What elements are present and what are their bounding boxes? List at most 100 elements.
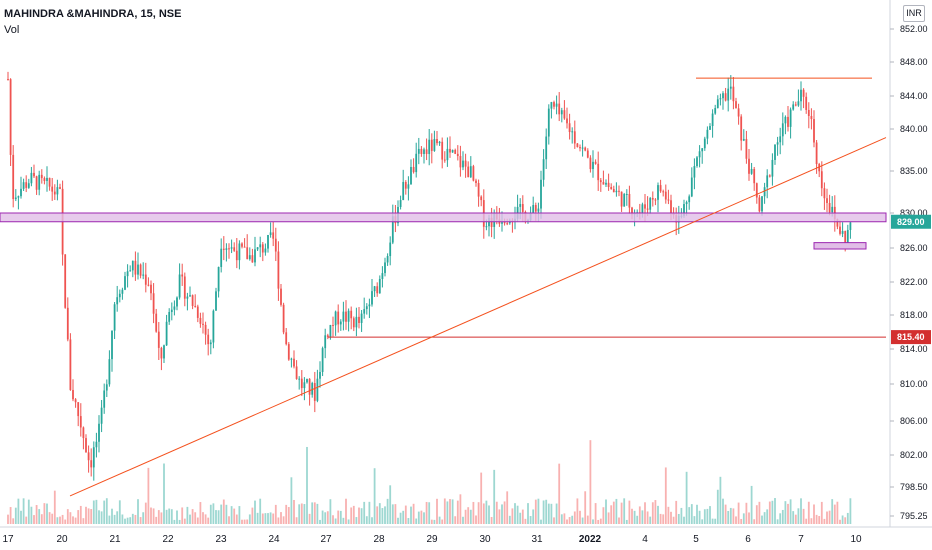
volume-bar [810, 518, 813, 524]
volume-bar [118, 500, 121, 524]
volume-bar [48, 512, 51, 524]
volume-bar [836, 501, 839, 524]
candle-body [111, 330, 113, 360]
candle-body [589, 157, 592, 170]
volume-bar [651, 502, 654, 524]
volume-bar [334, 518, 337, 524]
volume-bar [693, 516, 696, 524]
candle-body [25, 182, 28, 188]
volume-bar [568, 517, 571, 524]
candle-body [324, 335, 327, 349]
candle-body [332, 324, 334, 326]
candle-body [727, 88, 730, 101]
candle-body [748, 158, 750, 174]
candle-body [781, 123, 784, 137]
candle-body [602, 182, 605, 185]
volume-bar [98, 510, 100, 524]
y-tick-label: 795.25 [900, 511, 928, 521]
volume-bar [352, 505, 355, 524]
candle-body [389, 242, 392, 257]
candle-body [841, 231, 844, 234]
volume-bar [571, 515, 574, 524]
candle-body [264, 248, 267, 253]
volume-bar [454, 516, 457, 524]
volume-bar [612, 501, 615, 524]
candle-body [839, 226, 841, 234]
small-zone [813, 242, 867, 250]
candle-body [745, 138, 748, 159]
volume-bar [781, 509, 784, 524]
candle-body [233, 247, 236, 251]
volume-bar [87, 508, 90, 524]
volume-bar [35, 505, 38, 524]
volume-bar [797, 508, 800, 524]
candle-body [43, 178, 46, 181]
candle-body [436, 139, 438, 144]
candle-body [503, 222, 506, 224]
volume-bar [280, 512, 282, 524]
volume-bar [384, 506, 386, 524]
volume-bar [134, 514, 137, 524]
volume-bar [22, 498, 25, 524]
volume-bar [602, 507, 605, 524]
volume-bar [495, 501, 498, 524]
volume-bar [282, 516, 285, 524]
x-tick-label: 2022 [579, 534, 602, 545]
candle-body [176, 297, 178, 307]
volume-bar [181, 507, 184, 524]
volume-bar [545, 499, 548, 524]
volume-bar [467, 507, 470, 524]
candle-body [342, 311, 345, 322]
volume-bar [74, 517, 77, 524]
candle-body [607, 182, 610, 188]
volume-bar [319, 519, 321, 524]
candle-body [124, 276, 126, 290]
candle-body [722, 93, 724, 99]
candle-body [545, 136, 548, 160]
symbol-title: MAHINDRA &MAHINDRA, 15, NSE [4, 8, 182, 20]
candle-body [12, 154, 15, 200]
candle-body [384, 262, 386, 274]
volume-bar [300, 503, 303, 524]
volume-bar [789, 499, 792, 524]
volume-bar [631, 508, 633, 524]
candle-body [48, 177, 51, 187]
volume-bar [285, 504, 288, 524]
volume-bar [95, 499, 98, 524]
volume-bar [9, 507, 12, 524]
volume-bar [615, 498, 618, 524]
volume-bar [238, 506, 241, 524]
candle-body [40, 174, 43, 179]
volume-bar [150, 507, 152, 524]
volume-bar [501, 504, 503, 524]
volume-bar [672, 516, 675, 524]
volume-bar [14, 507, 17, 524]
volume-bar [823, 518, 826, 524]
x-tick-label: 22 [162, 534, 174, 545]
candle-body [259, 244, 262, 248]
volume-bar [438, 516, 441, 524]
candle-body [261, 244, 264, 253]
volume-bar [399, 512, 402, 524]
candle-body [150, 284, 152, 294]
volume-bar [277, 517, 280, 524]
y-tick-label: 814.00 [900, 344, 928, 354]
volume-bar [563, 513, 566, 524]
currency-badge[interactable]: INR [903, 5, 925, 22]
candle-body [620, 191, 623, 207]
candle-body [532, 205, 535, 214]
volume-bar [53, 490, 56, 524]
volume-bar [20, 510, 22, 524]
volume-bar [425, 501, 428, 524]
candle-body [464, 160, 467, 167]
candle-body [152, 293, 155, 314]
volume-bar [108, 515, 111, 524]
volume-bar [722, 498, 724, 524]
candle-body [623, 194, 626, 207]
candle-body [147, 284, 150, 286]
candle-body [113, 304, 116, 331]
candle-body [313, 383, 316, 401]
candle-body [581, 147, 584, 149]
